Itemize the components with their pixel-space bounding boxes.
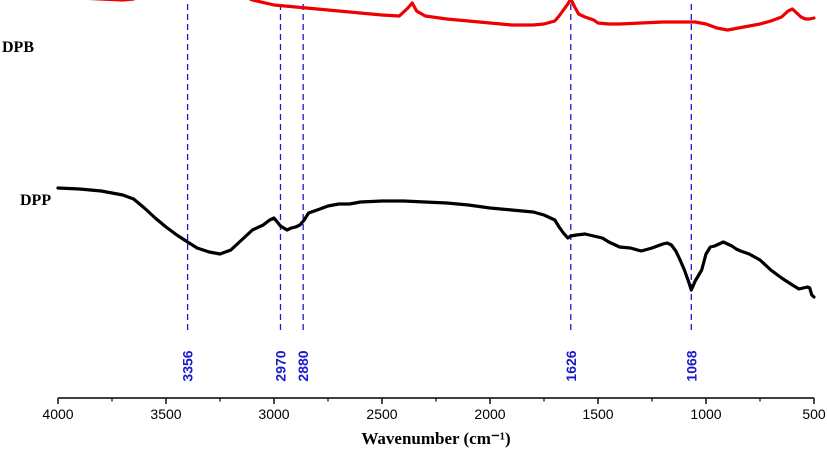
x-tick-label: 1000 xyxy=(690,406,721,422)
series-label: DPB xyxy=(2,39,34,56)
series-line xyxy=(56,186,816,299)
peak-label: 2970 xyxy=(272,350,288,381)
x-tick-label: 3500 xyxy=(150,406,181,422)
x-tick-label: 500 xyxy=(802,406,826,422)
peak-label: 3356 xyxy=(180,350,196,381)
peak-label: 2880 xyxy=(295,350,311,381)
peak-label: 1626 xyxy=(563,350,579,381)
x-tick-label: 2000 xyxy=(474,406,505,422)
x-axis-title: Wavenumber (cm⁻¹) xyxy=(361,429,510,448)
peak-label: 1068 xyxy=(683,350,699,381)
x-tick-label: 3000 xyxy=(258,406,289,422)
x-tick-label: 1500 xyxy=(582,406,613,422)
x-tick-label: 2500 xyxy=(366,406,397,422)
x-tick-label: 4000 xyxy=(42,406,73,422)
spectra: DPB DPP xyxy=(2,0,816,299)
x-axis-ticks: 4000 3500 3000 2500 2000 1500 1000 500 xyxy=(42,398,826,422)
series-line xyxy=(88,0,816,32)
peak-markers: 3356 2970 2880 1626 1068 xyxy=(180,4,699,382)
series-label: DPP xyxy=(20,192,51,209)
